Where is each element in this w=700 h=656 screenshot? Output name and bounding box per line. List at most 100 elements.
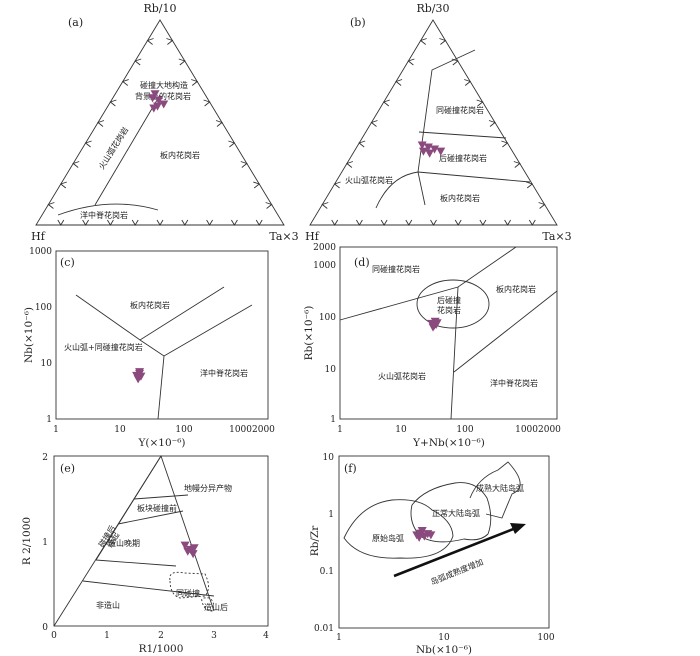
y-tick-e-1: 1 [42,538,48,548]
field-label-a-syn-collision: 碰撞大地构造 [140,80,188,90]
plot-frame-c [55,250,269,420]
boundary-a1 [94,94,161,206]
data-points-e [180,541,199,559]
apex-left-label-a: Hf [31,230,46,243]
apex-left-label-b: Hf [305,230,320,243]
x-tick-e-2: 2 [158,631,164,641]
edge-tick [528,219,536,226]
edge-tick [358,140,366,148]
field-label-f-primitive-arc: 原始岛弧 [372,533,404,543]
y-tick-f-1: 1 [328,510,334,520]
edge-tick [59,181,67,189]
data-point [418,147,428,156]
axes-c: 1000 100 10 1 1 10 100 10002000 [29,247,275,435]
panel-e: 2 1 0 0 1 2 3 4 R 2/1000 R1/1000 (e) 地幔分… [21,453,269,655]
apex-right-label-a: Ta×3 [269,230,298,243]
panel-letter-d: (d) [354,256,370,269]
x-tick-d-1000: 10002000 [515,425,561,435]
edge-tick [146,38,154,45]
edge-tick [504,219,511,226]
edge-tick [488,120,496,127]
y-tick-d-2000: 2000 [313,243,336,253]
edge-tick [479,219,487,226]
edge-tick [513,161,521,168]
maturity-arrow-line-f [393,526,517,578]
y-tick-e-0: 0 [42,623,48,633]
data-point [417,526,427,536]
edge-tick [464,79,472,86]
primitive-arc-field-f [343,499,454,559]
edge-tick [454,219,462,226]
panel-letter-f: (f) [344,462,357,475]
x-tick-d-1: 1 [337,425,343,435]
edge-tick [107,219,114,226]
data-point [183,547,193,556]
edge-tick [321,202,329,209]
field-label-c-arc-syn: 火山弧+同碰撞花岗岩 [64,342,143,352]
axes-e: 2 1 0 0 1 2 3 4 [42,453,269,641]
x-tick-d-100: 100 [456,425,473,435]
plot-frame-e [53,455,269,627]
x-tick-e-0: 0 [51,631,57,641]
edge-tick [109,99,117,107]
edge-tick [231,219,238,226]
y-axis-label-c: Nb(×10⁻⁶) [23,307,35,363]
x-tick-c-10: 10 [114,425,126,435]
edge-tick [215,120,223,127]
mature-arc-field-f [469,461,521,519]
edge-tick [121,79,129,86]
tick-marks-a [47,38,273,226]
data-point [150,90,160,99]
field-label-d-post-1: 后碰撞 [437,295,461,305]
field-label-c-ocean-ridge: 洋中脊花岗岩 [200,368,248,378]
data-point [153,102,163,111]
edge-tick [265,202,273,209]
panel-b: Rb/30 Hf Ta×3 (b) 同碰撞花岗岩 后碰撞花岗岩 火山弧花岗岩 板… [305,2,571,243]
data-point [136,372,146,381]
data-point [426,531,436,540]
boundary-c1 [75,286,225,341]
data-point [149,104,159,113]
y-tick-f-0.01: 0.01 [314,624,334,634]
boundary-d3 [453,290,558,373]
x-tick-c-100: 100 [175,425,192,435]
edge-tick [356,219,363,226]
data-point [417,141,427,150]
y-tick-d-1000: 1000 [313,261,336,271]
edge-tick [47,202,55,209]
edge-tick [405,219,413,226]
field-label-b-syn-collision: 同碰撞花岗岩 [436,105,484,115]
field-label-e-late-orogenic: 造山晚期 [108,538,140,548]
boundary-c2 [139,304,253,357]
edge-tick [206,219,213,226]
edge-tick [134,58,142,66]
y-axis-label-f: Rb/Zr [309,525,321,556]
boundary-a2 [57,203,159,216]
x-tick-c-1: 1 [53,425,59,435]
field-label-b-volcanic-arc: 火山弧花岗岩 [345,175,393,185]
data-points-d [427,317,442,332]
edge-tick [382,99,390,107]
panel-f: 10 1 0.1 0.01 1 10 100 Rb/Zr Nb(×10⁻⁶) (… [309,453,555,656]
edge-tick [181,219,189,226]
x-axis-label-f: Nb(×10⁻⁶) [416,644,472,656]
edge-tick [240,161,248,168]
panel-d: 2000 1000 100 10 1 1 10 100 10002000 Rb(… [303,243,561,449]
field-label-d-within-plate: 板内花岗岩 [496,284,536,294]
edge-tick [407,58,415,66]
edge-tick [228,140,236,148]
data-point [436,147,446,156]
field-label-b-post-collision: 后碰撞花岗岩 [439,153,487,163]
ternary-frame-b [309,19,558,226]
field-label-e-syn-collision: 同碰撞 [176,588,200,598]
y-tick-c-10: 10 [41,359,53,369]
edge-tick [526,181,534,189]
edge-tick [191,79,199,86]
edge-tick [331,219,339,226]
post-orogenic-field-e [201,597,215,612]
edge-tick [345,161,354,168]
field-label-a-syn-collision-2: 背景上的花岗岩 [135,91,191,101]
x-tick-d-10: 10 [395,425,407,435]
y-tick-d-100: 100 [319,313,336,323]
